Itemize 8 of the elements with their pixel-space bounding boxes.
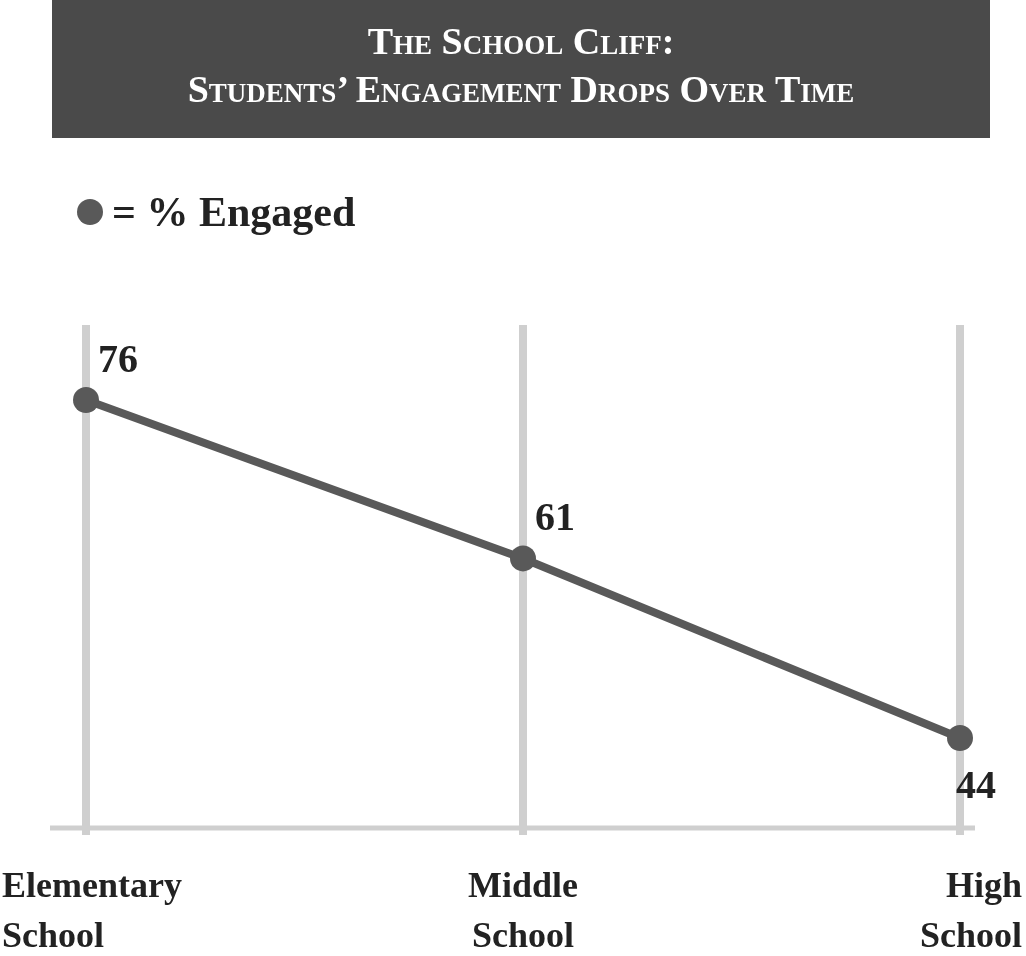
legend-label: = % Engaged <box>112 189 356 235</box>
chart-title: The School Cliff: Students’ Engagement Drops Over Time <box>187 20 855 110</box>
data-label: 76 <box>98 336 138 381</box>
data-label: 61 <box>535 494 575 540</box>
data-label: 44 <box>956 762 996 807</box>
x-tick-label: High School <box>919 865 1022 955</box>
x-tick-label: Middle School <box>467 865 579 955</box>
x-tick-label: Elementary School <box>2 865 182 955</box>
